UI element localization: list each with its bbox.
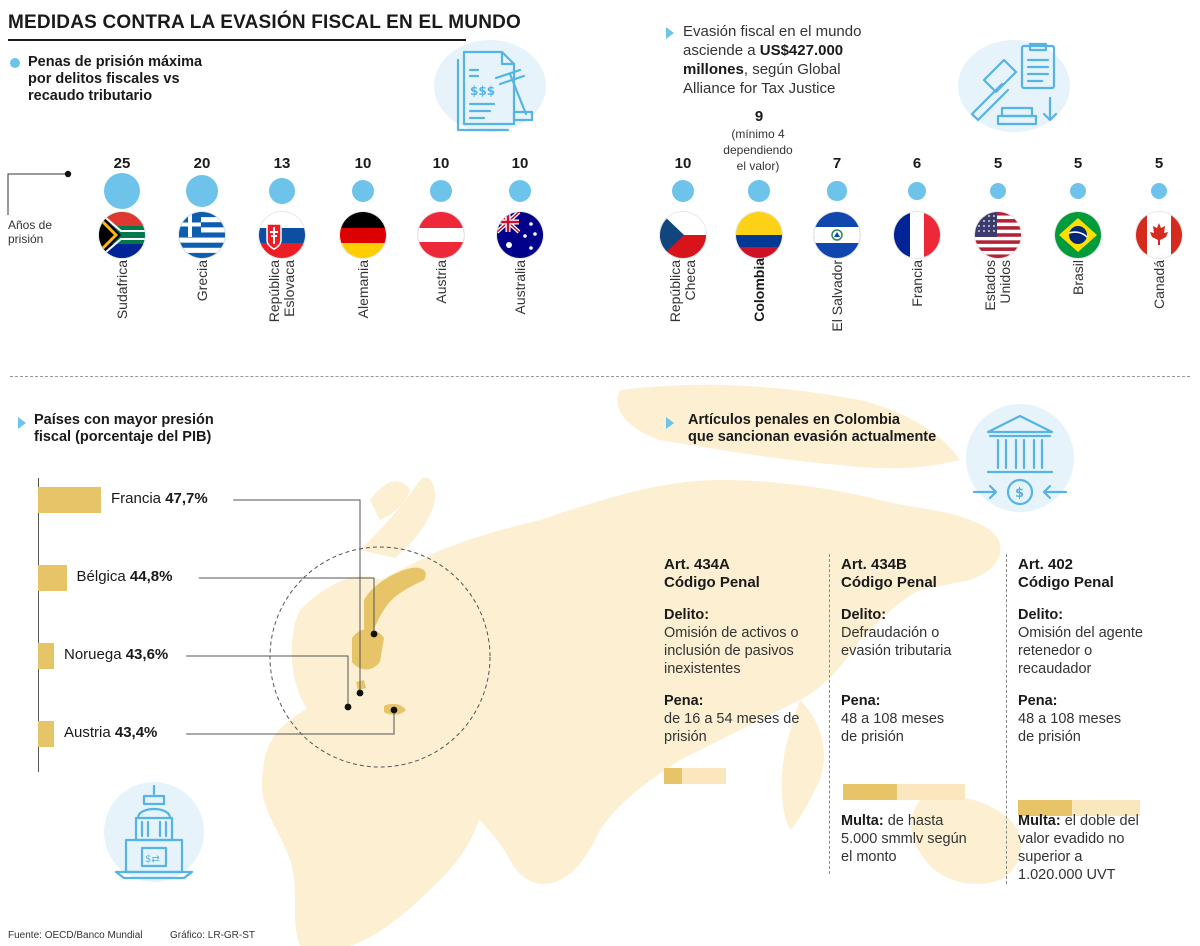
value-label: 10 bbox=[674, 155, 692, 172]
prison-bubble bbox=[1150, 182, 1168, 200]
pena-bar-fill bbox=[843, 784, 898, 800]
country-label: Brasil bbox=[1069, 260, 1086, 296]
country-label: Grecia bbox=[193, 260, 210, 302]
pib-heading: Países con mayor presión fiscal (porcent… bbox=[34, 412, 214, 445]
evasion-note: Evasión fiscal en el mundo asciende a US… bbox=[683, 23, 862, 97]
prison-bubble bbox=[269, 178, 295, 204]
value-label: 5 bbox=[1073, 155, 1083, 172]
svg-text:$$$: $$$ bbox=[470, 84, 495, 98]
country-label: Estados Unidos bbox=[982, 260, 1013, 311]
flag-icon bbox=[497, 212, 543, 258]
article-divider bbox=[1006, 554, 1007, 884]
prison-bubble bbox=[908, 182, 926, 200]
footer-credit: Gráfico: LR-GR-ST bbox=[170, 930, 256, 941]
prison-bubble bbox=[104, 173, 140, 209]
prison-bubble bbox=[989, 182, 1007, 200]
pib-bar bbox=[38, 565, 67, 591]
gavel-icon bbox=[958, 40, 1070, 132]
value-label: 20 bbox=[193, 155, 211, 172]
prison-bubble bbox=[748, 180, 770, 202]
flag-icon bbox=[418, 212, 464, 258]
triangle-bullet-icon bbox=[666, 417, 674, 429]
value-label: 6 bbox=[912, 155, 922, 172]
triangle-bullet-icon bbox=[666, 27, 674, 39]
pib-label: Francia 47,7% bbox=[111, 490, 208, 507]
bank-exchange-icon: $ bbox=[966, 404, 1074, 512]
flag-icon bbox=[340, 212, 386, 258]
page-title: MEDIDAS CONTRA LA EVASIÓN FISCAL EN EL M… bbox=[8, 12, 521, 41]
triangle-bullet-icon bbox=[18, 417, 26, 429]
flag-icon bbox=[736, 212, 782, 258]
pib-bar bbox=[38, 643, 54, 669]
flag-icon bbox=[975, 212, 1021, 258]
country-label: Australia bbox=[511, 260, 528, 315]
multa-434b: Multa: de hasta 5.000 smmlv según el mon… bbox=[841, 813, 967, 865]
svg-text:$: $ bbox=[1015, 486, 1024, 501]
article-402: Art. 402 Código Penal Delito: Omisión de… bbox=[1018, 556, 1143, 745]
prison-heading: Penas de prisión máxima por delitos fisc… bbox=[28, 54, 203, 104]
country-label: República Eslovaca bbox=[266, 260, 297, 323]
article-434a: Art. 434A Código Penal Delito: Omisión d… bbox=[664, 556, 800, 745]
country-label: El Salvador bbox=[828, 260, 845, 332]
bullet-icon bbox=[10, 58, 20, 68]
country-label: Sudafrica bbox=[113, 260, 130, 320]
flag-icon bbox=[894, 212, 940, 258]
prison-bubble bbox=[827, 181, 847, 201]
prison-bubble bbox=[508, 179, 532, 203]
value-label: 10 bbox=[511, 155, 529, 172]
value-label: 10 bbox=[354, 155, 372, 172]
legal-document-icon: $$$ bbox=[434, 40, 546, 132]
pena-bar-434a bbox=[664, 768, 726, 784]
pena-bar-402 bbox=[1018, 800, 1140, 816]
flag-icon bbox=[179, 212, 225, 258]
colombia-note: (mínimo 4 dependiendo el valor) bbox=[723, 127, 793, 173]
flag-icon bbox=[1136, 212, 1182, 258]
article-434b: Art. 434B Código Penal Delito: Defraudac… bbox=[841, 556, 952, 745]
prison-bubble bbox=[671, 179, 695, 203]
country-label: Austria bbox=[432, 260, 449, 304]
value-label: 9 bbox=[754, 108, 764, 125]
pib-label: Noruega 43,6% bbox=[64, 646, 169, 663]
articles-heading: Artículos penales en Colombia que sancio… bbox=[688, 412, 937, 445]
article-divider bbox=[829, 554, 830, 874]
svg-text:$⇄: $⇄ bbox=[145, 854, 160, 865]
value-label: 5 bbox=[1154, 155, 1164, 172]
axis-pointer bbox=[7, 170, 72, 215]
pena-bar-fill bbox=[664, 768, 683, 784]
pena-bar-fill bbox=[1018, 800, 1073, 816]
value-label: 25 bbox=[113, 155, 131, 172]
flag-icon bbox=[99, 212, 145, 258]
prison-bubble bbox=[429, 179, 453, 203]
flag-icon bbox=[660, 212, 706, 258]
pib-axis-line bbox=[38, 478, 39, 772]
axis-label: Años de prisión bbox=[8, 218, 53, 246]
country-label: República Checa bbox=[667, 260, 698, 323]
country-label: Colombia bbox=[750, 258, 767, 322]
pib-label: Austria 43,4% bbox=[64, 724, 158, 741]
prison-bubble bbox=[185, 174, 219, 208]
flag-icon bbox=[1055, 212, 1101, 258]
value-label: 7 bbox=[832, 155, 842, 172]
pib-bar bbox=[38, 721, 54, 747]
government-building-icon: $⇄ bbox=[104, 782, 204, 882]
prison-bubble bbox=[1069, 182, 1087, 200]
country-label: Francia bbox=[908, 260, 925, 307]
prison-bubble bbox=[351, 179, 375, 203]
footer-source: Fuente: OECD/Banco Mundial bbox=[8, 930, 143, 941]
pib-label: Bélgica 44,8% bbox=[76, 568, 173, 585]
value-label: 13 bbox=[273, 155, 291, 172]
flag-icon bbox=[814, 212, 860, 258]
section-divider bbox=[10, 376, 1190, 377]
value-label: 10 bbox=[432, 155, 450, 172]
pib-bar bbox=[38, 487, 101, 513]
country-label: Canadá bbox=[1150, 260, 1167, 310]
pena-bar-434b bbox=[843, 784, 965, 800]
country-label: Alemania bbox=[354, 260, 371, 319]
multa-402: Multa: el doble del valor evadido no sup… bbox=[1018, 813, 1139, 883]
value-label: 5 bbox=[993, 155, 1003, 172]
flag-icon bbox=[259, 212, 305, 258]
